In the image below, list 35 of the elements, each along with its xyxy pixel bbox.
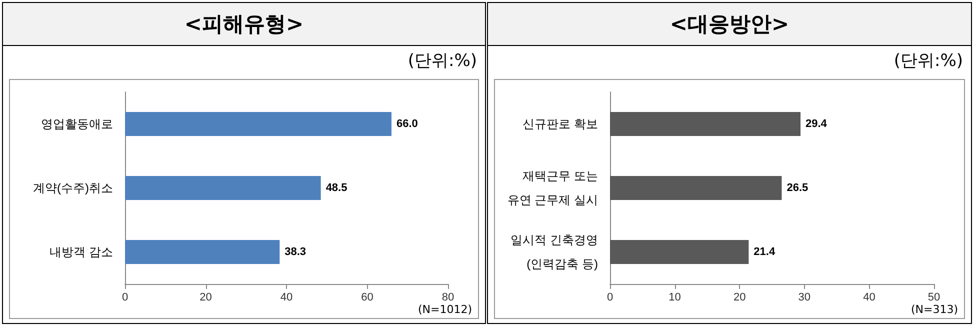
y-tick-label: 계약(수주)취소: [33, 181, 113, 195]
x-tick-label: 80: [442, 292, 454, 304]
chart-title: <피해유형>: [3, 3, 485, 46]
bar: [610, 240, 749, 264]
text: (N=1012): [418, 303, 472, 316]
chart-subtitle: (단위:%): [892, 50, 964, 73]
bar: [125, 240, 280, 264]
bar: [610, 176, 782, 200]
data-label: 29.4: [806, 118, 828, 130]
x-tick-label: 60: [361, 292, 374, 304]
data-label: 38.3: [284, 246, 306, 258]
chart-subtitle: (단위:%): [406, 50, 478, 73]
x-tick-label: 40: [863, 292, 876, 304]
x-tick-label: 0: [122, 292, 128, 304]
x-tick-label: 0: [606, 292, 614, 304]
bar: [125, 112, 392, 136]
bar: [610, 112, 801, 136]
chart-title: <대응방안>: [488, 3, 971, 46]
x-tick-label: 20: [733, 292, 746, 304]
data-label: 26.5: [786, 182, 808, 194]
y-tick-label: 일시적 긴축경영 (인력감축 등): [510, 233, 598, 271]
y-tick-label: 신규판로 확보: [522, 117, 598, 131]
x-tick-label: 30: [798, 292, 811, 304]
x-tick-label: 40: [280, 292, 293, 304]
text: (N=313): [910, 303, 958, 316]
data-label: 21.4: [754, 246, 776, 258]
x-tick-label: 20: [200, 292, 212, 304]
y-tick-label: 내방객 감소: [50, 245, 113, 259]
x-tick-label: 50: [928, 292, 940, 304]
data-label: 48.5: [326, 182, 348, 194]
y-tick-label: 영업활동애로: [41, 117, 113, 131]
x-tick-label: 10: [668, 292, 681, 304]
y-tick-label: 재택근무 또는 유연 근무제 실시: [507, 169, 598, 207]
data-label: 66.0: [396, 118, 418, 130]
bar: [125, 176, 321, 200]
